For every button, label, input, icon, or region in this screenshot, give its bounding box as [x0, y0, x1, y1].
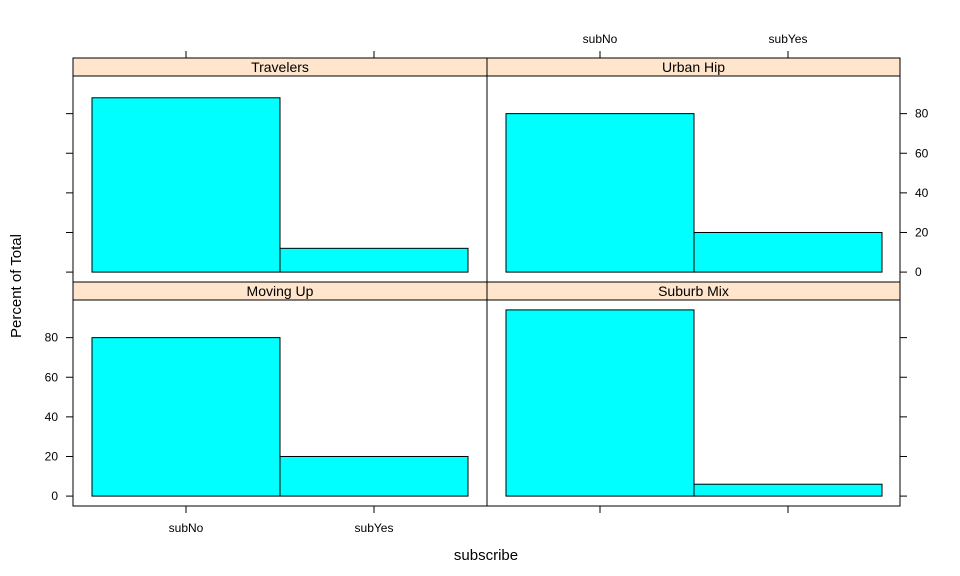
panel-urban-hip: Urban Hip [486, 57, 901, 283]
x-tick-label: subNo [169, 521, 204, 535]
y-tick-label: 40 [915, 186, 929, 200]
y-axis-title: Percent of Total [8, 234, 25, 338]
bar-subNo [91, 97, 281, 273]
y-tick-label: 0 [915, 265, 922, 279]
bar-subYes [279, 247, 469, 273]
bar-subNo [91, 337, 281, 497]
panel-moving-up: Moving Up [72, 281, 488, 507]
y-tick-label: 0 [51, 489, 58, 503]
strip-label: Suburb Mix [658, 283, 729, 299]
y-tick-label: 80 [45, 331, 59, 345]
axes-layer: 0 20 40 60 80 0 20 40 60 80 subNo subYes subNo subYes [45, 32, 929, 535]
x-axis-title: subscribe [454, 547, 518, 564]
y-tick-label: 20 [915, 225, 929, 239]
bar-subNo [505, 309, 695, 497]
y-tick-label: 20 [45, 449, 59, 463]
strip-label: Travelers [251, 59, 309, 75]
bar-subYes [279, 455, 469, 497]
x-tick-label: subYes [355, 521, 394, 535]
panel-travelers: Travelers [72, 57, 488, 283]
y-tick-label: 40 [45, 410, 59, 424]
panel-suburb-mix: Suburb Mix [486, 281, 901, 507]
strip-label: Urban Hip [662, 59, 725, 75]
x-tick-label: subNo [583, 32, 618, 46]
bar-subNo [505, 113, 695, 273]
y-tick-label: 60 [915, 146, 929, 160]
panels-layer: Travelers Urban Hip Moving Up Suburb Mix [72, 57, 901, 507]
bar-subYes [693, 483, 883, 497]
bar-subYes [693, 231, 883, 273]
x-tick-label: subYes [769, 32, 808, 46]
panel-border [486, 299, 901, 507]
y-tick-label: 80 [915, 107, 929, 121]
strip-label: Moving Up [247, 283, 314, 299]
y-tick-label: 60 [45, 370, 59, 384]
